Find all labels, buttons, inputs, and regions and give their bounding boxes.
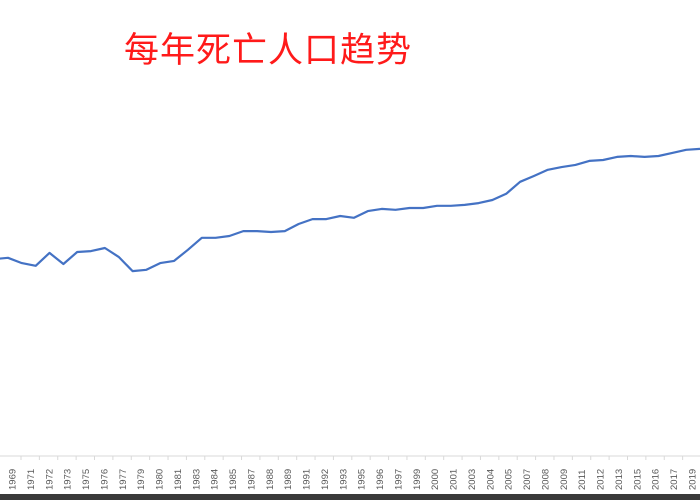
series-points [7, 148, 700, 272]
x-tick-label: 1999 [412, 469, 423, 490]
x-tick-label: 2001 [449, 469, 460, 490]
x-tick-label: 2019 [688, 469, 699, 490]
x-tick-label: 2011 [577, 470, 588, 490]
x-tick-label: 2012 [596, 469, 607, 490]
x-tick-label: 1971 [26, 469, 37, 490]
chart-title: 每年死亡人口趋势 [124, 31, 413, 71]
x-tick-label: 1983 [191, 469, 202, 490]
x-tick-label: 1997 [393, 469, 404, 490]
x-tick-label: 2004 [485, 469, 496, 490]
x-tick-label: 2005 [504, 469, 515, 490]
x-tick-label: 2015 [632, 469, 643, 490]
x-tick-label: 2000 [430, 469, 441, 490]
x-tick-label: 1969 [8, 469, 19, 490]
series-line [0, 147, 700, 273]
x-tick-label: 1996 [375, 469, 386, 490]
x-tick-label: 2017 [669, 469, 680, 490]
x-tick-label: 1992 [320, 469, 331, 490]
x-tick-label: 2003 [467, 469, 478, 490]
x-tick-label: 1991 [302, 469, 313, 490]
x-tick-label: 1988 [265, 469, 276, 490]
x-axis-labels: 1969 1971 1972 1973 1975 1976 1977 1979 1980 1981… [8, 469, 699, 490]
x-tick-label: 1975 [81, 469, 92, 490]
x-tick-label: 2007 [522, 469, 533, 490]
x-tick-label: 1985 [228, 469, 239, 490]
x-tick-label: 2016 [651, 469, 662, 490]
x-tick-label: 1981 [173, 469, 184, 490]
x-tick-label: 1980 [155, 469, 166, 490]
x-tick-label: 1972 [44, 469, 55, 490]
x-tick-label: 2013 [614, 469, 625, 490]
x-tick-label: 2009 [559, 469, 570, 490]
x-tick-label: 1976 [99, 469, 110, 490]
x-tick-label: 1995 [357, 469, 368, 490]
x-tick-label: 1979 [136, 469, 147, 490]
x-axis-ticks [20, 456, 684, 460]
x-tick-label: 1984 [210, 469, 221, 490]
x-tick-label: 1993 [338, 469, 349, 490]
x-tick-label: 1987 [246, 469, 257, 490]
x-tick-label: 1977 [118, 469, 129, 490]
x-tick-label: 1973 [63, 469, 74, 490]
x-tick-label: 2008 [540, 469, 551, 490]
x-tick-label: 1989 [283, 469, 294, 490]
bottom-border [0, 494, 700, 500]
